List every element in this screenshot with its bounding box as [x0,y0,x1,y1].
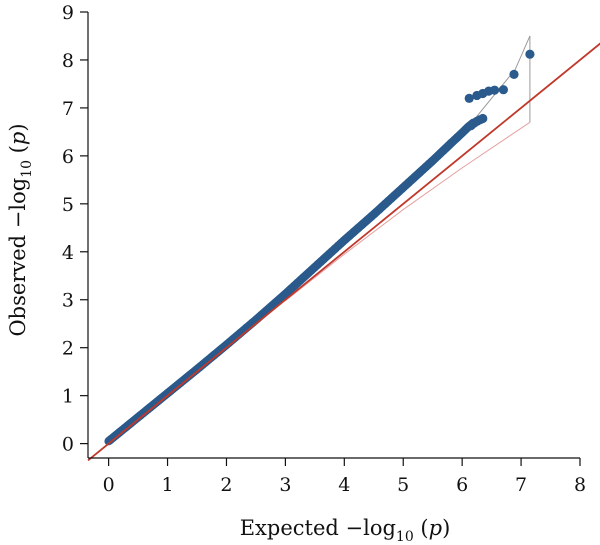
y-tick-label: 9 [62,2,74,24]
axes: 0 1 2 3 4 5 6 7 8 0 1 2 3 4 5 6 7 8 9 [62,2,586,496]
y-axis-label: Observed −log10 (p) [6,123,35,336]
x-tick-label: 7 [515,474,527,496]
confidence-band-lower [285,121,531,302]
data-point [478,113,488,124]
y-tick-label: 1 [62,386,74,408]
y-tick-label: 5 [62,194,74,216]
data-point [525,49,535,59]
y-tick-label: 7 [62,98,74,120]
y-tick-label: 4 [62,242,74,264]
data-point [489,85,500,95]
x-tick-label: 1 [161,474,173,496]
data-point [464,93,474,103]
y-tick-label: 3 [62,290,74,312]
y-tick-label: 6 [62,146,74,168]
y-tick-label: 2 [62,338,74,360]
x-tick-label: 2 [220,474,232,496]
x-tick-label: 5 [397,474,409,496]
x-axis-label: Expected −log10 (p) [240,516,451,545]
x-tick-label: 8 [574,474,586,496]
x-tick-label: 6 [456,474,468,496]
data-point [498,85,509,95]
x-tick-label: 0 [103,474,115,496]
y-tick-label: 0 [62,434,74,456]
reference-line [87,42,600,462]
x-tick-label: 4 [338,474,350,496]
y-tick-label: 8 [62,50,74,72]
x-tick-label: 3 [279,474,291,496]
data-point [509,69,519,79]
plot-marks [87,35,600,462]
